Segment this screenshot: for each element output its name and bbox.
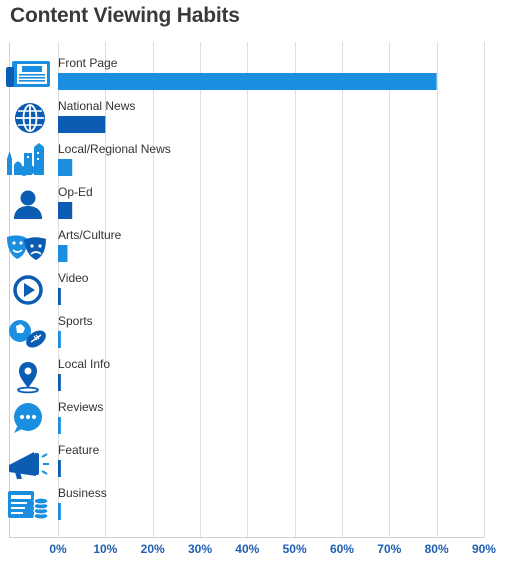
category-label: Business — [58, 486, 107, 500]
x-tick-label: 80% — [425, 542, 449, 556]
city-icon — [7, 143, 44, 176]
x-tick-label: 60% — [330, 542, 354, 556]
location-pin-icon — [17, 362, 39, 394]
bar — [58, 159, 73, 176]
chart-title: Content Viewing Habits — [10, 4, 240, 27]
chat-bubble-icon — [14, 403, 42, 433]
theater-masks-icon — [7, 235, 46, 260]
bar — [58, 202, 73, 219]
x-tick-label: 50% — [283, 542, 307, 556]
x-tick-label: 70% — [377, 542, 401, 556]
bar — [58, 245, 68, 262]
x-tick-label: 20% — [141, 542, 165, 556]
x-tick-label: 90% — [472, 542, 496, 556]
play-icon — [13, 275, 43, 305]
bar — [58, 503, 61, 520]
bar — [58, 331, 61, 348]
bar — [58, 288, 61, 305]
bar — [58, 417, 61, 434]
category-label: Video — [58, 271, 89, 285]
business-icon — [8, 491, 49, 520]
sports-balls-icon — [9, 320, 46, 348]
x-tick-label: 0% — [49, 542, 67, 556]
category-label: Reviews — [58, 400, 103, 414]
x-tick-label: 40% — [235, 542, 259, 556]
category-label: Local/Regional News — [58, 142, 171, 156]
x-tick-label: 10% — [93, 542, 117, 556]
category-label: Front Page — [58, 56, 118, 70]
category-label: Feature — [58, 443, 100, 457]
newspaper-icon — [6, 61, 50, 87]
x-tick-label: 30% — [188, 542, 212, 556]
bar — [58, 116, 106, 133]
bar — [58, 374, 61, 391]
person-icon — [14, 190, 42, 219]
category-label: Sports — [58, 314, 93, 328]
category-label: Arts/Culture — [58, 228, 122, 242]
category-label: Local Info — [58, 357, 110, 371]
globe-icon — [15, 103, 45, 133]
megaphone-icon — [9, 452, 49, 479]
bar — [58, 460, 61, 477]
category-label: National News — [58, 99, 135, 113]
bar — [58, 73, 437, 90]
category-label: Op-Ed — [58, 185, 93, 199]
